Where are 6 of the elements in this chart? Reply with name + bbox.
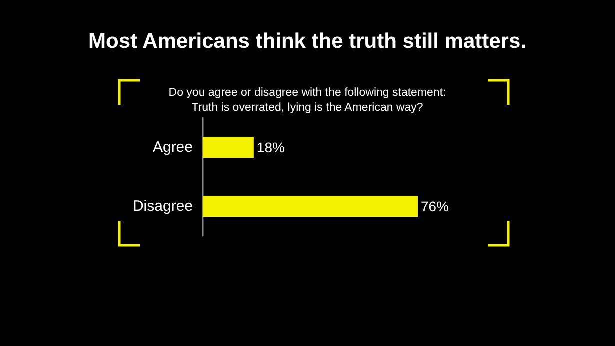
chart-subtitle: Do you agree or disagree with the following statement: Truth is overrated, lying is the American way? — [168, 86, 448, 116]
y-tick-label: Disagree — [132, 198, 193, 215]
y-tick-label: Agree — [152, 139, 193, 156]
chart-title: Most Americans think the truth still matters. — [88, 30, 528, 54]
data-label: 76% — [421, 198, 450, 214]
data-label: 18% — [256, 140, 285, 156]
